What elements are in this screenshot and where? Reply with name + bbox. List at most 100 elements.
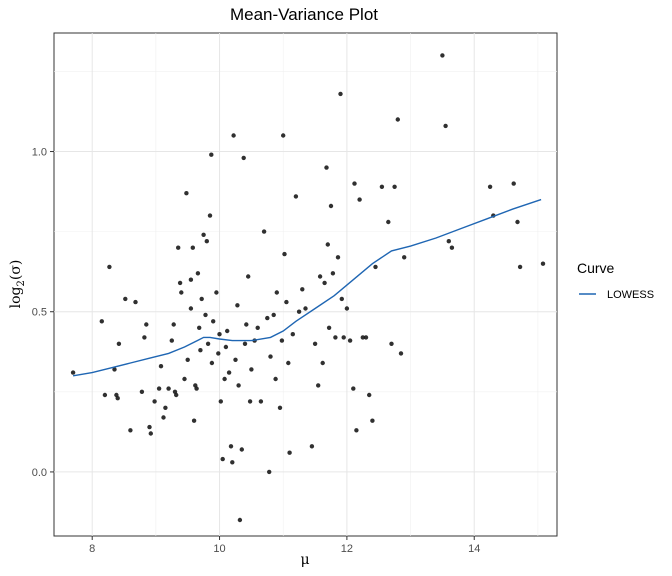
data-point xyxy=(398,351,404,356)
data-point xyxy=(188,306,194,311)
data-point xyxy=(233,357,238,362)
data-point xyxy=(333,335,338,340)
data-point xyxy=(282,251,287,257)
data-point xyxy=(230,460,235,465)
data-point xyxy=(296,309,302,314)
data-point xyxy=(188,277,194,282)
data-point xyxy=(216,351,221,356)
data-point xyxy=(177,280,183,286)
data-point xyxy=(205,341,211,346)
data-point xyxy=(293,194,299,199)
data-point xyxy=(195,271,201,276)
data-point xyxy=(284,299,289,305)
data-point xyxy=(239,447,244,452)
x-tick-label: 12 xyxy=(341,543,353,555)
data-point xyxy=(370,418,375,423)
data-point xyxy=(148,431,153,436)
data-point xyxy=(317,274,323,279)
data-point xyxy=(440,53,445,58)
data-point xyxy=(142,335,147,340)
data-point xyxy=(218,399,223,404)
legend-label-lowess: LOWESS xyxy=(607,289,654,301)
data-point xyxy=(182,376,187,382)
data-point xyxy=(123,296,128,302)
data-point xyxy=(107,264,112,270)
data-point xyxy=(198,348,203,353)
data-point xyxy=(395,117,400,122)
data-point xyxy=(211,319,216,324)
data-point xyxy=(161,415,166,420)
data-point xyxy=(102,392,108,398)
data-point xyxy=(325,242,330,247)
x-tick-label: 8 xyxy=(89,543,95,555)
x-axis-ticks: 8 10 12 14 xyxy=(89,536,480,555)
data-point xyxy=(185,357,190,362)
data-point xyxy=(540,261,546,266)
data-point xyxy=(156,386,162,391)
data-point xyxy=(144,322,149,327)
data-point xyxy=(344,306,350,311)
x-tick-label: 10 xyxy=(213,543,225,555)
data-point xyxy=(287,450,292,455)
data-point xyxy=(258,399,264,404)
y-axis-title-argument: (σ) xyxy=(8,260,24,280)
data-point xyxy=(339,296,344,302)
data-point xyxy=(265,315,270,321)
data-point xyxy=(341,335,346,340)
data-point xyxy=(286,360,291,366)
data-point xyxy=(511,181,516,186)
data-point xyxy=(363,335,369,340)
data-point xyxy=(70,370,76,375)
data-point xyxy=(330,271,336,276)
data-point xyxy=(209,360,215,366)
data-point xyxy=(184,191,189,196)
y-axis-title-main: log xyxy=(8,286,24,308)
data-point xyxy=(225,328,230,334)
data-point xyxy=(373,264,378,270)
y-tick-label: 1.0 xyxy=(32,147,47,159)
data-point xyxy=(115,396,120,401)
y-axis-title-subscript: 2 xyxy=(16,280,27,286)
data-point xyxy=(242,341,248,346)
data-point xyxy=(217,332,222,337)
data-point xyxy=(209,152,214,157)
data-point xyxy=(222,376,227,382)
data-point xyxy=(246,274,251,279)
data-point xyxy=(386,219,391,225)
data-point xyxy=(352,181,357,186)
y-tick-label: 0.0 xyxy=(32,467,47,479)
data-point xyxy=(255,325,260,330)
data-point xyxy=(347,338,353,343)
data-point xyxy=(249,367,254,372)
data-point xyxy=(204,239,209,244)
plot-panel xyxy=(53,32,558,537)
data-point xyxy=(236,383,241,388)
data-point xyxy=(226,370,232,375)
data-point xyxy=(357,197,362,202)
y-axis-title: log2(σ) xyxy=(8,260,27,309)
data-point xyxy=(402,255,407,260)
data-point xyxy=(351,386,356,391)
data-point xyxy=(326,325,332,330)
y-tick-label: 0.5 xyxy=(32,307,47,319)
data-point xyxy=(290,332,295,337)
data-point xyxy=(147,424,152,430)
data-point xyxy=(273,376,278,382)
legend: Curve LOWESS xyxy=(577,260,654,301)
x-tick-label: 14 xyxy=(468,543,480,555)
data-point xyxy=(322,280,327,286)
data-point xyxy=(316,383,321,388)
data-point xyxy=(169,338,174,343)
data-point xyxy=(237,517,243,523)
y-axis-ticks: 0.0 0.5 1.0 xyxy=(32,147,54,479)
data-point xyxy=(128,428,133,433)
data-point xyxy=(360,335,365,340)
data-point xyxy=(203,312,208,318)
data-point xyxy=(223,344,229,350)
data-point xyxy=(443,123,448,129)
data-point xyxy=(174,392,179,398)
data-point xyxy=(197,325,202,330)
data-point xyxy=(279,338,285,343)
data-point xyxy=(194,386,199,391)
